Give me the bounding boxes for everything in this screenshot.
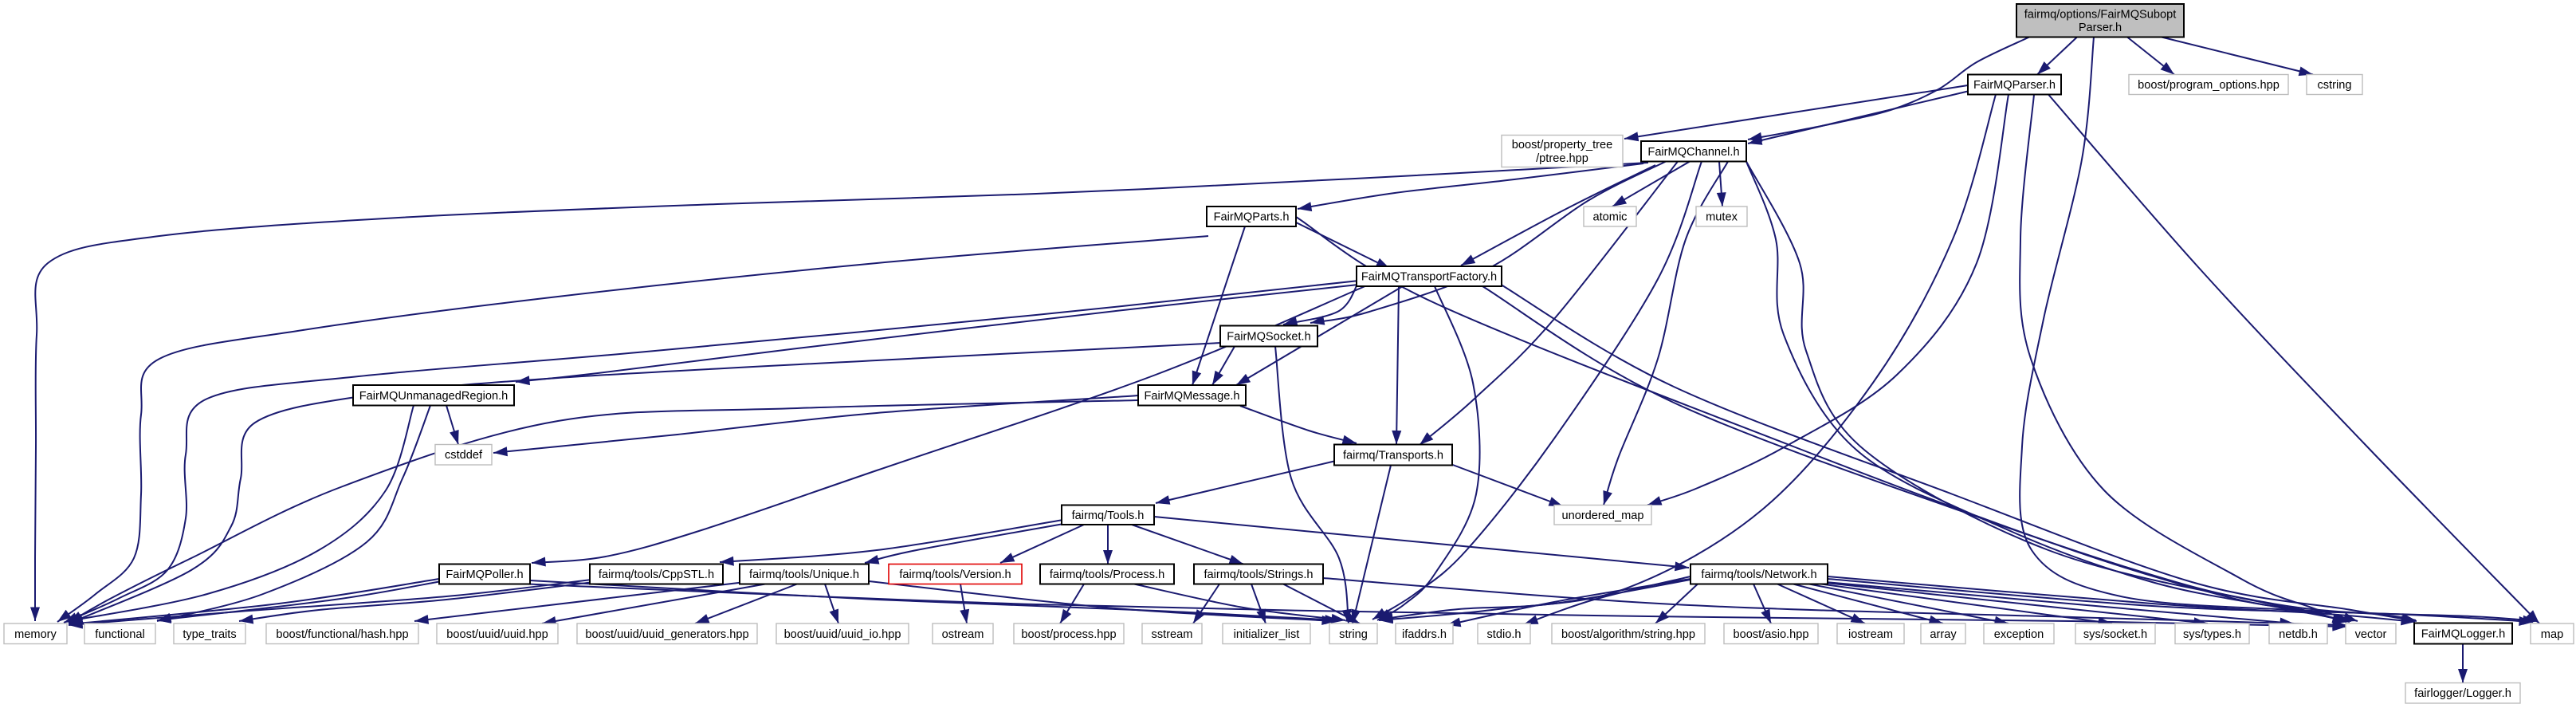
- svg-text:ostream: ostream: [942, 628, 984, 641]
- svg-text:FairMQChannel.h: FairMQChannel.h: [1647, 146, 1739, 159]
- svg-text:ifaddrs.h: ifaddrs.h: [1402, 628, 1447, 641]
- svg-text:FairMQUnmanagedRegion.h: FairMQUnmanagedRegion.h: [359, 390, 509, 403]
- svg-text:boost/property_tree: boost/property_tree: [1512, 139, 1613, 151]
- svg-text:fairmq/tools/Process.h: fairmq/tools/Process.h: [1050, 568, 1164, 581]
- svg-text:sys/types.h: sys/types.h: [2183, 628, 2241, 641]
- svg-text:fairmq/Tools.h: fairmq/Tools.h: [1072, 509, 1145, 522]
- svg-text:FairMQParts.h: FairMQParts.h: [1214, 211, 1290, 224]
- svg-text:initializer_list: initializer_list: [1234, 628, 1300, 641]
- svg-text:boost/asio.hpp: boost/asio.hpp: [1734, 628, 1809, 641]
- svg-text:atomic: atomic: [1593, 211, 1628, 224]
- svg-text:boost/uuid/uuid.hpp: boost/uuid/uuid.hpp: [446, 628, 548, 641]
- svg-text:vector: vector: [2355, 628, 2387, 641]
- svg-text:map: map: [2541, 628, 2563, 641]
- svg-text:array: array: [1930, 628, 1957, 641]
- svg-text:fairmq/tools/Unique.h: fairmq/tools/Unique.h: [749, 568, 859, 581]
- svg-text:FairMQPoller.h: FairMQPoller.h: [446, 568, 523, 581]
- svg-text:unordered_map: unordered_map: [1561, 509, 1643, 522]
- svg-text:fairlogger/Logger.h: fairlogger/Logger.h: [2414, 687, 2511, 700]
- svg-text:functional: functional: [95, 628, 144, 641]
- svg-text:fairmq/tools/Network.h: fairmq/tools/Network.h: [1701, 568, 1816, 581]
- svg-text:FairMQMessage.h: FairMQMessage.h: [1144, 390, 1239, 403]
- svg-text:type_traits: type_traits: [183, 628, 236, 641]
- svg-text:fairmq/options/FairMQSubopt: fairmq/options/FairMQSubopt: [2024, 9, 2177, 22]
- svg-text:memory: memory: [14, 628, 57, 641]
- svg-text:cstring: cstring: [2318, 79, 2352, 92]
- svg-text:fairmq/tools/Strings.h: fairmq/tools/Strings.h: [1204, 568, 1313, 581]
- svg-text:boost/algorithm/string.hpp: boost/algorithm/string.hpp: [1561, 628, 1695, 641]
- svg-text:boost/functional/hash.hpp: boost/functional/hash.hpp: [276, 628, 408, 641]
- svg-text:netdb.h: netdb.h: [2279, 628, 2318, 641]
- svg-text:boost/uuid/uuid_generators.hpp: boost/uuid/uuid_generators.hpp: [585, 628, 748, 641]
- svg-text:FairMQSocket.h: FairMQSocket.h: [1227, 331, 1310, 344]
- svg-text:Parser.h: Parser.h: [2079, 22, 2122, 34]
- svg-text:cstddef: cstddef: [445, 449, 483, 462]
- svg-text:fairmq/Transports.h: fairmq/Transports.h: [1343, 450, 1443, 462]
- svg-text:boost/uuid/uuid_io.hpp: boost/uuid/uuid_io.hpp: [784, 628, 901, 641]
- svg-text:exception: exception: [1994, 628, 2044, 641]
- svg-text:iostream: iostream: [1848, 628, 1893, 641]
- svg-text:fairmq/tools/Version.h: fairmq/tools/Version.h: [899, 568, 1011, 581]
- svg-text:FairMQLogger.h: FairMQLogger.h: [2421, 628, 2505, 641]
- svg-text:boost/program_options.hpp: boost/program_options.hpp: [2138, 79, 2280, 92]
- svg-text:boost/process.hpp: boost/process.hpp: [1021, 628, 1116, 641]
- svg-text:FairMQParser.h: FairMQParser.h: [1973, 79, 2056, 92]
- svg-text:/ptree.hpp: /ptree.hpp: [1536, 152, 1588, 165]
- svg-text:fairmq/tools/CppSTL.h: fairmq/tools/CppSTL.h: [599, 568, 714, 581]
- svg-text:FairMQTransportFactory.h: FairMQTransportFactory.h: [1361, 271, 1497, 284]
- svg-text:stdio.h: stdio.h: [1487, 628, 1522, 641]
- svg-text:string: string: [1339, 628, 1368, 641]
- svg-text:mutex: mutex: [1706, 211, 1738, 224]
- svg-text:sstream: sstream: [1152, 628, 1193, 641]
- svg-text:sys/socket.h: sys/socket.h: [2083, 628, 2147, 641]
